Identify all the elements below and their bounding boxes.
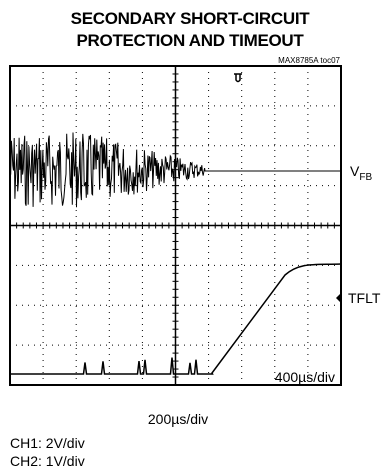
zoom-scale: 400µs/div [275, 369, 335, 385]
ch1-trace [9, 132, 341, 208]
title-line2: PROTECTION AND TIMEOUT [77, 31, 305, 50]
ch1-scale: CH1: 2V/div [10, 435, 85, 451]
figure-tag: MAX8785A toc07 [278, 56, 340, 65]
scope-screen [9, 65, 342, 386]
timebase: 200µs/div [148, 411, 208, 427]
ch2-trace [10, 263, 342, 375]
ch2-label: TFLT [348, 290, 381, 306]
ch1-label: VFB [350, 163, 372, 183]
ch2-scale: CH2: 1V/div [10, 453, 85, 469]
ch2-marker [336, 294, 340, 302]
trigger-marker [234, 73, 242, 83]
title-line1: SECONDARY SHORT-CIRCUIT [71, 9, 311, 28]
